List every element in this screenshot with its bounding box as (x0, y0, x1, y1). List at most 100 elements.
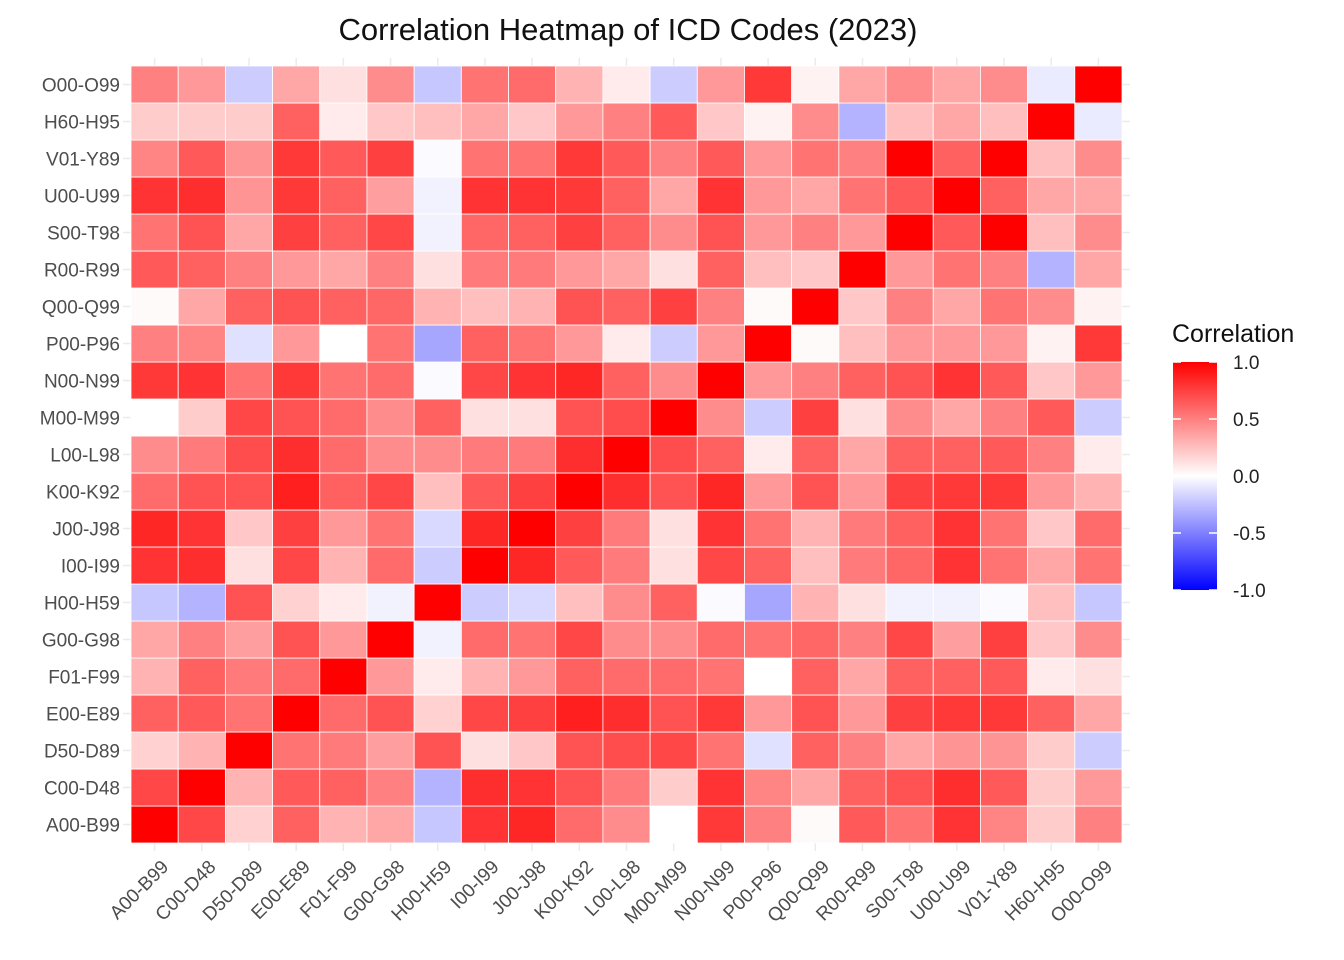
heatmap-cell (602, 805, 651, 844)
heatmap-cell (838, 694, 887, 733)
heatmap-cell (130, 620, 179, 659)
heatmap-cell (932, 213, 981, 252)
heatmap-cell (130, 287, 179, 326)
heatmap-cell (272, 176, 321, 215)
heatmap-cell (602, 65, 651, 104)
heatmap-cell (649, 472, 698, 511)
heatmap-cell (1027, 250, 1076, 289)
heatmap-cell (460, 324, 509, 363)
heatmap-cell (744, 250, 793, 289)
heatmap-cell (319, 509, 368, 548)
heatmap-cell (177, 472, 226, 511)
heatmap-cell (555, 731, 604, 770)
heatmap-cell (319, 250, 368, 289)
heatmap-cell (1074, 731, 1123, 770)
heatmap-cell (980, 731, 1029, 770)
heatmap-cell (130, 546, 179, 585)
heatmap-cell (649, 324, 698, 363)
heatmap-cell (791, 324, 840, 363)
heatmap-cell (885, 65, 934, 104)
heatmap-cell (1027, 361, 1076, 400)
heatmap-cell (791, 657, 840, 696)
chart-title: Correlation Heatmap of ICD Codes (2023) (339, 12, 918, 47)
heatmap-cell (460, 583, 509, 622)
heatmap-cell (366, 139, 415, 178)
heatmap-cell (744, 620, 793, 659)
heatmap-cell (791, 583, 840, 622)
heatmap-cell (649, 546, 698, 585)
heatmap-cell (272, 805, 321, 844)
heatmap-cell (838, 472, 887, 511)
heatmap-cell (649, 398, 698, 437)
heatmap-cell (272, 546, 321, 585)
heatmap-cell (744, 398, 793, 437)
heatmap-cell (413, 287, 462, 326)
heatmap-cells (130, 65, 1123, 844)
heatmap-cell (319, 620, 368, 659)
heatmap-cell (460, 398, 509, 437)
heatmap-cell (744, 139, 793, 178)
heatmap-cell (791, 731, 840, 770)
heatmap-cell (272, 620, 321, 659)
heatmap-cell (885, 583, 934, 622)
heatmap-cell (319, 472, 368, 511)
heatmap-cell (649, 65, 698, 104)
heatmap-cell (413, 102, 462, 141)
y-tick-label: A00-B99 (46, 816, 120, 837)
heatmap-cell (980, 472, 1029, 511)
heatmap-cell (649, 435, 698, 474)
heatmap-cell (602, 694, 651, 733)
heatmap-cell (838, 583, 887, 622)
heatmap-cell (224, 435, 273, 474)
heatmap-cell (555, 694, 604, 733)
heatmap-cell (696, 768, 745, 807)
heatmap-cell (932, 250, 981, 289)
heatmap-cell (413, 213, 462, 252)
heatmap-cell (177, 65, 226, 104)
heatmap-cell (791, 287, 840, 326)
heatmap-cell (460, 657, 509, 696)
heatmap-cell (413, 472, 462, 511)
heatmap-cell (555, 287, 604, 326)
heatmap-cell (130, 657, 179, 696)
heatmap-cell (744, 583, 793, 622)
heatmap-cell (1027, 435, 1076, 474)
heatmap-cell (649, 657, 698, 696)
heatmap-cell (224, 361, 273, 400)
heatmap-cell (319, 65, 368, 104)
y-tick-label: I00-I99 (61, 557, 120, 578)
heatmap-cell (1027, 398, 1076, 437)
legend-title: Correlation (1172, 320, 1294, 348)
x-axis-labels: A00-B99C00-D48D50-D89E00-E89F01-F99G00-G… (106, 857, 1117, 929)
heatmap-cell (885, 472, 934, 511)
heatmap-cell (980, 213, 1029, 252)
heatmap-cell (1074, 583, 1123, 622)
heatmap-cell (1074, 472, 1123, 511)
heatmap-cell (649, 139, 698, 178)
heatmap-cell (980, 398, 1029, 437)
heatmap-cell (555, 139, 604, 178)
heatmap-cell (224, 324, 273, 363)
heatmap-cell (224, 546, 273, 585)
heatmap-cell (932, 657, 981, 696)
heatmap-cell (272, 213, 321, 252)
heatmap-cell (791, 139, 840, 178)
heatmap-cell (744, 213, 793, 252)
heatmap-cell (744, 509, 793, 548)
heatmap-cell (508, 287, 557, 326)
heatmap-cell (838, 65, 887, 104)
heatmap-cell (1074, 176, 1123, 215)
heatmap-cell (177, 361, 226, 400)
heatmap-cell (272, 583, 321, 622)
heatmap-cell (508, 361, 557, 400)
heatmap-cell (1027, 213, 1076, 252)
heatmap-cell (838, 324, 887, 363)
heatmap-cell (838, 176, 887, 215)
heatmap-cell (885, 102, 934, 141)
heatmap-cell (224, 213, 273, 252)
heatmap-cell (555, 250, 604, 289)
heatmap-cell (508, 139, 557, 178)
heatmap-cell (980, 176, 1029, 215)
heatmap-cell (413, 361, 462, 400)
heatmap-cell (602, 361, 651, 400)
